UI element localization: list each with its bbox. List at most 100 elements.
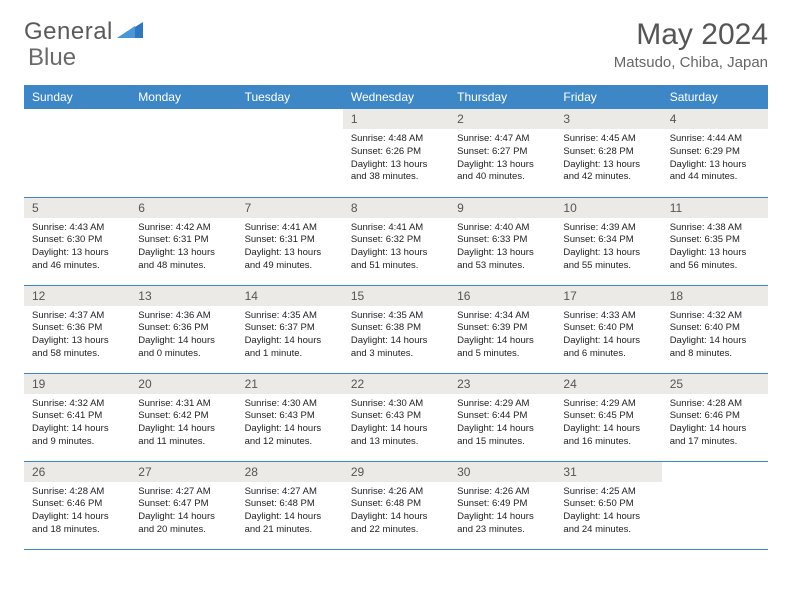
day-number: 20 [130, 374, 236, 394]
day-details: Sunrise: 4:30 AMSunset: 6:43 PMDaylight:… [237, 394, 343, 455]
day-details: Sunrise: 4:28 AMSunset: 6:46 PMDaylight:… [662, 394, 768, 455]
day-number: 31 [555, 462, 661, 482]
calendar-cell: 10Sunrise: 4:39 AMSunset: 6:34 PMDayligh… [555, 197, 661, 285]
calendar-body: 1Sunrise: 4:48 AMSunset: 6:26 PMDaylight… [24, 109, 768, 549]
logo: General [24, 18, 147, 46]
calendar-cell: 8Sunrise: 4:41 AMSunset: 6:32 PMDaylight… [343, 197, 449, 285]
day-details: Sunrise: 4:41 AMSunset: 6:32 PMDaylight:… [343, 218, 449, 279]
day-details: Sunrise: 4:30 AMSunset: 6:43 PMDaylight:… [343, 394, 449, 455]
day-details: Sunrise: 4:29 AMSunset: 6:44 PMDaylight:… [449, 394, 555, 455]
day-number: 5 [24, 198, 130, 218]
day-details: Sunrise: 4:45 AMSunset: 6:28 PMDaylight:… [555, 129, 661, 190]
calendar-cell: 9Sunrise: 4:40 AMSunset: 6:33 PMDaylight… [449, 197, 555, 285]
calendar-table: SundayMondayTuesdayWednesdayThursdayFrid… [24, 85, 768, 550]
calendar-head: SundayMondayTuesdayWednesdayThursdayFrid… [24, 85, 768, 109]
calendar-cell: 14Sunrise: 4:35 AMSunset: 6:37 PMDayligh… [237, 285, 343, 373]
day-details: Sunrise: 4:41 AMSunset: 6:31 PMDaylight:… [237, 218, 343, 279]
day-number: 3 [555, 109, 661, 129]
calendar-cell: 30Sunrise: 4:26 AMSunset: 6:49 PMDayligh… [449, 461, 555, 549]
calendar-cell: 31Sunrise: 4:25 AMSunset: 6:50 PMDayligh… [555, 461, 661, 549]
calendar-cell: 6Sunrise: 4:42 AMSunset: 6:31 PMDaylight… [130, 197, 236, 285]
logo-triangle-icon [117, 20, 143, 45]
day-details: Sunrise: 4:37 AMSunset: 6:36 PMDaylight:… [24, 306, 130, 367]
calendar-cell: 5Sunrise: 4:43 AMSunset: 6:30 PMDaylight… [24, 197, 130, 285]
day-number: 21 [237, 374, 343, 394]
day-number: 13 [130, 286, 236, 306]
day-details: Sunrise: 4:39 AMSunset: 6:34 PMDaylight:… [555, 218, 661, 279]
day-number: 6 [130, 198, 236, 218]
day-details: Sunrise: 4:26 AMSunset: 6:49 PMDaylight:… [449, 482, 555, 543]
weekday-header: Wednesday [343, 85, 449, 109]
calendar-cell [237, 109, 343, 197]
day-number: 15 [343, 286, 449, 306]
calendar-row: 26Sunrise: 4:28 AMSunset: 6:46 PMDayligh… [24, 461, 768, 549]
day-number: 14 [237, 286, 343, 306]
logo-text-2: Blue [28, 44, 76, 72]
day-details: Sunrise: 4:47 AMSunset: 6:27 PMDaylight:… [449, 129, 555, 190]
day-details: Sunrise: 4:34 AMSunset: 6:39 PMDaylight:… [449, 306, 555, 367]
day-number: 28 [237, 462, 343, 482]
calendar-cell: 3Sunrise: 4:45 AMSunset: 6:28 PMDaylight… [555, 109, 661, 197]
day-details: Sunrise: 4:35 AMSunset: 6:37 PMDaylight:… [237, 306, 343, 367]
calendar-row: 19Sunrise: 4:32 AMSunset: 6:41 PMDayligh… [24, 373, 768, 461]
calendar-cell: 13Sunrise: 4:36 AMSunset: 6:36 PMDayligh… [130, 285, 236, 373]
day-details: Sunrise: 4:29 AMSunset: 6:45 PMDaylight:… [555, 394, 661, 455]
weekday-header: Saturday [662, 85, 768, 109]
calendar-cell [24, 109, 130, 197]
day-details: Sunrise: 4:35 AMSunset: 6:38 PMDaylight:… [343, 306, 449, 367]
weekday-header: Sunday [24, 85, 130, 109]
location: Matsudo, Chiba, Japan [614, 54, 768, 71]
day-number: 16 [449, 286, 555, 306]
day-details: Sunrise: 4:48 AMSunset: 6:26 PMDaylight:… [343, 129, 449, 190]
day-number: 18 [662, 286, 768, 306]
day-details: Sunrise: 4:38 AMSunset: 6:35 PMDaylight:… [662, 218, 768, 279]
day-number: 19 [24, 374, 130, 394]
day-details: Sunrise: 4:28 AMSunset: 6:46 PMDaylight:… [24, 482, 130, 543]
day-number: 27 [130, 462, 236, 482]
calendar-row: 5Sunrise: 4:43 AMSunset: 6:30 PMDaylight… [24, 197, 768, 285]
weekday-header: Thursday [449, 85, 555, 109]
day-details: Sunrise: 4:27 AMSunset: 6:48 PMDaylight:… [237, 482, 343, 543]
day-details: Sunrise: 4:44 AMSunset: 6:29 PMDaylight:… [662, 129, 768, 190]
day-number: 23 [449, 374, 555, 394]
calendar-cell: 2Sunrise: 4:47 AMSunset: 6:27 PMDaylight… [449, 109, 555, 197]
day-details: Sunrise: 4:36 AMSunset: 6:36 PMDaylight:… [130, 306, 236, 367]
calendar-cell: 29Sunrise: 4:26 AMSunset: 6:48 PMDayligh… [343, 461, 449, 549]
day-number: 24 [555, 374, 661, 394]
calendar-cell: 19Sunrise: 4:32 AMSunset: 6:41 PMDayligh… [24, 373, 130, 461]
calendar-cell: 24Sunrise: 4:29 AMSunset: 6:45 PMDayligh… [555, 373, 661, 461]
day-details: Sunrise: 4:32 AMSunset: 6:40 PMDaylight:… [662, 306, 768, 367]
day-details: Sunrise: 4:43 AMSunset: 6:30 PMDaylight:… [24, 218, 130, 279]
calendar-cell: 11Sunrise: 4:38 AMSunset: 6:35 PMDayligh… [662, 197, 768, 285]
weekday-header: Friday [555, 85, 661, 109]
day-number: 11 [662, 198, 768, 218]
calendar-row: 1Sunrise: 4:48 AMSunset: 6:26 PMDaylight… [24, 109, 768, 197]
calendar-cell: 15Sunrise: 4:35 AMSunset: 6:38 PMDayligh… [343, 285, 449, 373]
day-number: 22 [343, 374, 449, 394]
calendar-cell: 12Sunrise: 4:37 AMSunset: 6:36 PMDayligh… [24, 285, 130, 373]
day-details: Sunrise: 4:31 AMSunset: 6:42 PMDaylight:… [130, 394, 236, 455]
header: General May 2024 Matsudo, Chiba, Japan [24, 18, 768, 71]
day-details: Sunrise: 4:32 AMSunset: 6:41 PMDaylight:… [24, 394, 130, 455]
day-number: 26 [24, 462, 130, 482]
day-details: Sunrise: 4:40 AMSunset: 6:33 PMDaylight:… [449, 218, 555, 279]
calendar-cell: 21Sunrise: 4:30 AMSunset: 6:43 PMDayligh… [237, 373, 343, 461]
calendar-cell: 23Sunrise: 4:29 AMSunset: 6:44 PMDayligh… [449, 373, 555, 461]
calendar-cell: 28Sunrise: 4:27 AMSunset: 6:48 PMDayligh… [237, 461, 343, 549]
calendar-cell: 22Sunrise: 4:30 AMSunset: 6:43 PMDayligh… [343, 373, 449, 461]
calendar-cell: 7Sunrise: 4:41 AMSunset: 6:31 PMDaylight… [237, 197, 343, 285]
day-details: Sunrise: 4:25 AMSunset: 6:50 PMDaylight:… [555, 482, 661, 543]
calendar-cell: 1Sunrise: 4:48 AMSunset: 6:26 PMDaylight… [343, 109, 449, 197]
logo-text-1: General [24, 18, 113, 46]
calendar-cell: 16Sunrise: 4:34 AMSunset: 6:39 PMDayligh… [449, 285, 555, 373]
day-number: 1 [343, 109, 449, 129]
calendar-cell [130, 109, 236, 197]
month-title: May 2024 [614, 18, 768, 52]
day-number: 7 [237, 198, 343, 218]
day-number: 12 [24, 286, 130, 306]
day-number: 17 [555, 286, 661, 306]
day-details: Sunrise: 4:42 AMSunset: 6:31 PMDaylight:… [130, 218, 236, 279]
day-number: 29 [343, 462, 449, 482]
day-number: 2 [449, 109, 555, 129]
day-details: Sunrise: 4:33 AMSunset: 6:40 PMDaylight:… [555, 306, 661, 367]
